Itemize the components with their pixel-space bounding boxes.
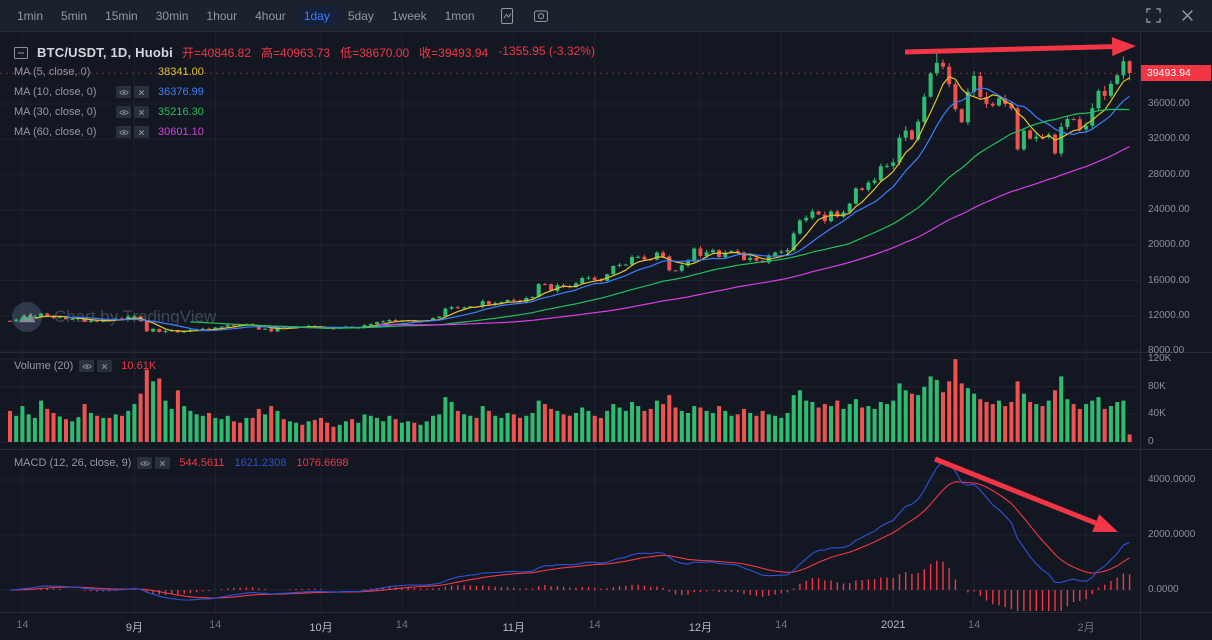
- price-axis-label: 8000.00: [1148, 345, 1185, 357]
- time-axis-label: 14: [395, 619, 408, 631]
- ma-value: 35216.30: [158, 106, 204, 118]
- price-axis-label: 28000.00: [1148, 168, 1190, 180]
- volume-axis-label: 120K: [1148, 353, 1172, 365]
- time-axis-label: 11月: [502, 622, 526, 634]
- open-value: 开=40846.82: [181, 46, 252, 60]
- time-axis-label: 12月: [688, 622, 713, 634]
- eye-icon[interactable]: [79, 360, 95, 372]
- macd-axis-label: 2000.0000: [1148, 529, 1196, 540]
- macd-signal-value: 1076.6698: [296, 457, 349, 469]
- timeframe-1week[interactable]: 1week: [391, 8, 427, 23]
- remove-indicator-icon[interactable]: [134, 126, 149, 138]
- price-axis-label: 16000.00: [1148, 274, 1190, 286]
- remove-indicator-icon[interactable]: [134, 106, 149, 118]
- macd-hist-value: 544.5611: [179, 457, 225, 469]
- close-value: 收=39493.94: [419, 46, 489, 60]
- ma-legend: MA (5, close, 0) 38341.00 MA (10, close, 0…: [14, 62, 204, 142]
- ma-legend-icons: [116, 126, 152, 138]
- kline-style-icon[interactable]: [498, 7, 516, 25]
- ma-value: 36376.99: [158, 86, 204, 98]
- low-value: 低=38670.00: [340, 46, 410, 60]
- ohlc-values: 开=40846.82 高=40963.73 低=38670.00 收=39493…: [182, 44, 595, 61]
- timeframe-1day[interactable]: 1day: [296, 5, 337, 26]
- symbol-title: BTC/USDT, 1D, Huobi: [37, 45, 173, 60]
- toolbar: 1min 5min 15min 30min 1hour 4hour 1day 5day 1wee…: [0, 0, 1212, 32]
- ma-legend-row: MA (30, close, 0) 35216.30: [14, 102, 204, 122]
- watermark-text: Chart by TradingView: [54, 307, 217, 326]
- eye-icon[interactable]: [116, 86, 131, 98]
- remove-indicator-icon[interactable]: [97, 360, 113, 372]
- ma-legend-icons: [116, 106, 152, 118]
- time-axis-label: 10月: [309, 622, 333, 634]
- price-axis-label: 20000.00: [1148, 239, 1190, 251]
- ma-label: MA (60, close, 0): [14, 126, 97, 138]
- timeframe-15min[interactable]: 15min: [105, 8, 138, 23]
- macd-label: MACD (12, 26, close, 9): [14, 457, 132, 469]
- price-axis-label: 36000.00: [1148, 98, 1190, 109]
- volume-axis-label: 80K: [1148, 380, 1166, 392]
- time-axis-label: 9月: [125, 622, 143, 634]
- price-axis-label: 32000.00: [1148, 133, 1190, 145]
- timeframe-5min[interactable]: 5min: [61, 8, 88, 23]
- timeframe-4hour[interactable]: 4hour: [255, 8, 286, 23]
- ma-label: MA (10, close, 0): [14, 86, 97, 98]
- tradingview-logo-icon: [12, 302, 42, 332]
- macd-line-value: 1621.2308: [234, 457, 287, 469]
- ma-legend-icons: [116, 86, 152, 98]
- time-axis-label: 14: [967, 619, 981, 631]
- high-value: 高=40963.73: [261, 46, 331, 60]
- macd-axis-label: 0.0000: [1148, 584, 1179, 595]
- ma-legend-row: MA (60, close, 0) 30601.10: [14, 122, 204, 142]
- macd-legend-icons: [137, 457, 173, 469]
- timeframe-30min[interactable]: 30min: [155, 8, 189, 23]
- ma-label: MA (30, close, 0): [14, 106, 97, 118]
- time-axis-label: 2月: [1077, 622, 1095, 634]
- volume-value: 10.61K: [121, 360, 157, 372]
- volume-legend: Volume (20) 10.61K: [14, 358, 166, 374]
- chart-legend: BTC/USDT, 1D, Huobi 开=40846.82 高=40963.7…: [14, 44, 595, 61]
- camera-icon[interactable]: [532, 7, 550, 25]
- time-axis-label: 14: [588, 619, 601, 631]
- eye-icon[interactable]: [137, 457, 153, 469]
- timeframe-1hour[interactable]: 1hour: [206, 8, 238, 23]
- volume-legend-icons: [79, 360, 115, 372]
- last-price-badge: 39493.94: [1141, 65, 1211, 82]
- close-icon[interactable]: [1181, 9, 1194, 22]
- macd-axis-label: 4000.0000: [1148, 474, 1196, 485]
- ma-value: 38341.00: [158, 66, 204, 78]
- eye-icon[interactable]: [116, 106, 131, 118]
- tradingview-watermark: Chart by TradingView: [12, 302, 216, 332]
- time-axis-label: 2021: [880, 619, 906, 631]
- change-value: -1355.95 (-3.32%): [498, 44, 595, 58]
- remove-indicator-icon[interactable]: [134, 86, 149, 98]
- right-axis[interactable]: 39493.94 36000.00 32000.00 28000.00 24000.0…: [1141, 32, 1212, 640]
- remove-indicator-icon[interactable]: [155, 457, 171, 469]
- time-axis-label: 14: [775, 619, 788, 631]
- time-axis-label: 14: [16, 619, 29, 631]
- timeframe-group: 1min 5min 15min 30min 1hour 4hour 1day 5day 1wee…: [10, 5, 482, 26]
- time-axis-label: 14: [209, 619, 222, 631]
- timeframe-5day[interactable]: 5day: [347, 8, 374, 23]
- timeframe-1mon[interactable]: 1mon: [444, 8, 475, 23]
- fullscreen-icon[interactable]: [1146, 8, 1161, 23]
- time-axis[interactable]: 14 9月 14 10月 14 11月 14 12月 14 2021 14 2月: [0, 613, 1140, 640]
- macd-legend: MACD (12, 26, close, 9) 544.5611 1621.23…: [14, 455, 358, 471]
- collapse-pane-icon[interactable]: [14, 46, 28, 59]
- volume-axis-label: 40K: [1148, 408, 1166, 420]
- ma-legend-row: MA (5, close, 0) 38341.00: [14, 62, 204, 82]
- price-axis-label: 12000.00: [1148, 309, 1190, 321]
- eye-icon[interactable]: [116, 126, 131, 138]
- volume-axis-label: 0: [1148, 436, 1154, 447]
- toolbar-right: [1146, 8, 1202, 23]
- price-axis-label: 24000.00: [1148, 203, 1190, 215]
- ma-value: 30601.10: [158, 126, 204, 138]
- ma-label: MA (5, close, 0): [14, 66, 91, 78]
- volume-label: Volume (20): [14, 360, 74, 372]
- ma-legend-row: MA (10, close, 0) 36376.99: [14, 82, 204, 102]
- timeframe-1min[interactable]: 1min: [17, 8, 44, 23]
